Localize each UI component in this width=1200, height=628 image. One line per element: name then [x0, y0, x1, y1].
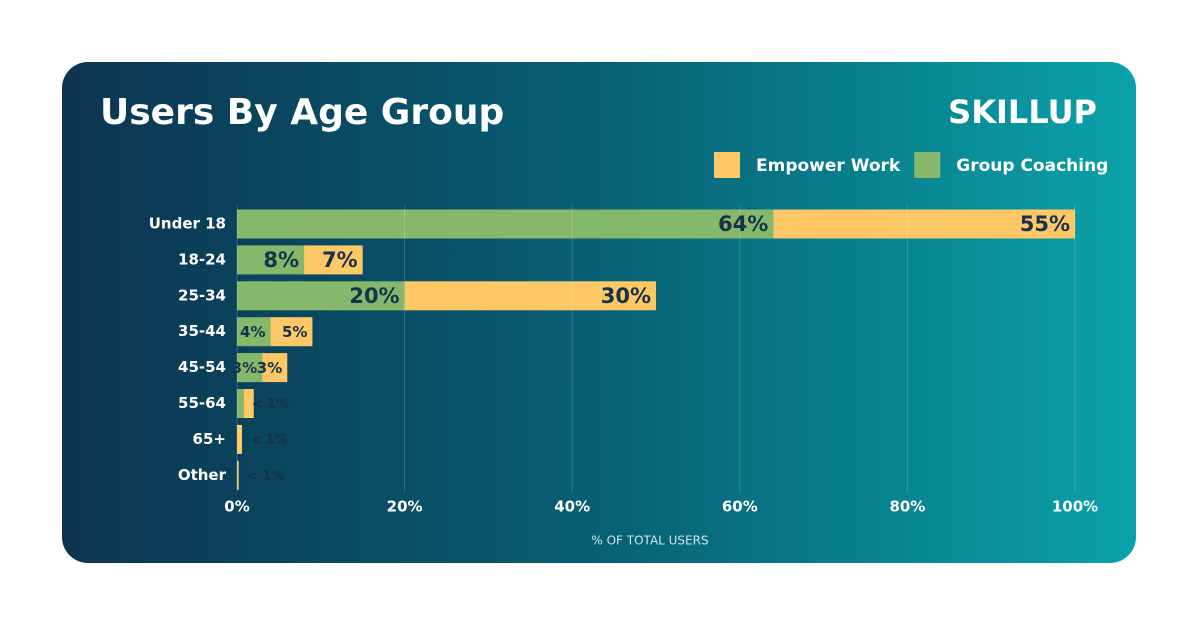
data-label: < 1%: [247, 469, 285, 484]
y-tick-label: 45-54: [178, 358, 226, 376]
bar-segment: [270, 317, 313, 347]
data-label: 7%: [322, 248, 358, 272]
x-tick-label: 60%: [722, 498, 758, 516]
y-tick-label: Under 18: [149, 215, 226, 233]
data-label: 30%: [601, 284, 651, 308]
bar-segment: [237, 424, 243, 454]
y-tick-label: 35-44: [178, 322, 226, 340]
bar-segment: [237, 389, 244, 418]
y-tick-label: 55-64: [178, 394, 226, 412]
bar-segment: [237, 317, 271, 347]
bar-segment: [237, 209, 774, 239]
bar-segment: [243, 389, 254, 418]
bar-segment: [304, 245, 363, 275]
bar-segment: [404, 281, 656, 311]
x-tick-label: 0%: [224, 498, 249, 516]
legend-swatch: [914, 152, 941, 178]
data-label: 3%: [232, 359, 257, 377]
bar-segment: [237, 281, 405, 311]
data-label: < 1%: [250, 433, 288, 448]
bar-segment: [237, 353, 263, 383]
x-tick-label: 20%: [387, 498, 423, 516]
bar-segment: [773, 209, 1075, 239]
x-tick-label: 100%: [1052, 498, 1098, 516]
card: [62, 62, 1136, 563]
bar-segment: [262, 353, 288, 383]
y-tick-label: 18-24: [178, 250, 226, 268]
y-tick-label: 65+: [193, 430, 226, 448]
legend-label: Empower Work: [756, 156, 901, 176]
bar-segment: [237, 460, 239, 490]
data-label: 3%: [257, 359, 282, 377]
data-label: 8%: [263, 248, 299, 272]
legend-swatch: [714, 152, 740, 178]
x-tick-label: 80%: [889, 498, 925, 516]
data-label: 20%: [349, 284, 399, 308]
y-tick-label: Other: [178, 466, 227, 484]
chart-title: Users By Age Group: [100, 92, 504, 133]
data-label: 5%: [282, 323, 307, 341]
x-tick-label: 40%: [554, 498, 590, 516]
bar-segment: [237, 245, 305, 275]
data-label: 64%: [718, 212, 768, 236]
data-label: 4%: [240, 323, 265, 341]
plot-area: [237, 209, 1075, 490]
logo: SKILLUP: [948, 93, 1097, 131]
data-label: 55%: [1020, 212, 1070, 236]
data-label: < 1%: [252, 397, 289, 412]
x-axis-label: % OF TOTAL USERS: [591, 534, 708, 548]
y-tick-label: 25-34: [178, 286, 226, 304]
legend-label: Group Coaching: [956, 156, 1108, 176]
